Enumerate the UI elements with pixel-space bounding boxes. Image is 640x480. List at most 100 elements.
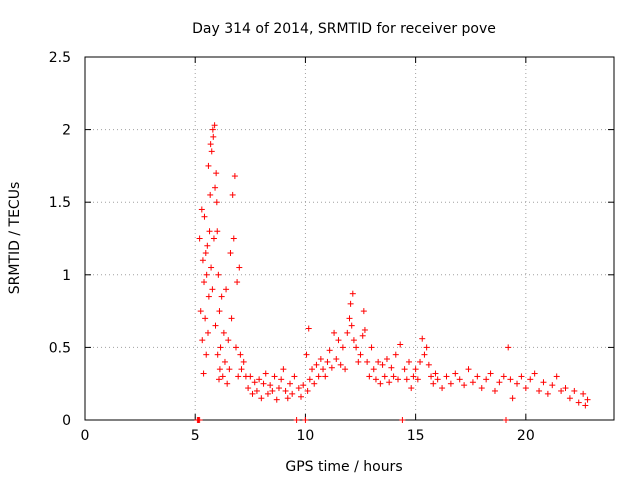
y-tick-label-2: 1 [62,268,71,284]
data-point [225,337,232,344]
data-point [210,133,217,140]
data-point [355,358,362,365]
data-point [218,293,225,300]
data-point [364,358,371,365]
data-point [245,385,252,392]
data-point [237,351,244,358]
data-point [249,390,256,397]
data-point [212,322,219,329]
data-point [199,257,206,264]
data-point [469,379,476,386]
x-tick-label-2: 10 [297,428,315,444]
data-point [256,376,263,383]
data-point [286,380,293,387]
axis-ticks: 0 5 10 15 20 0 0.5 1 1.5 2 2.5 [49,50,614,444]
data-point [196,417,203,423]
data-point [213,170,220,177]
data-point [408,385,415,392]
data-point [421,351,428,358]
data-point [406,358,413,365]
data-point [247,373,254,380]
data-point [372,376,379,383]
data-point [203,351,210,358]
data-point [326,347,333,354]
data-point [258,395,265,402]
data-point [425,361,432,368]
data-point [390,373,397,380]
x-axis-label: GPS time / hours [285,459,402,475]
data-point [397,341,404,348]
data-point [232,344,239,351]
data-point [207,141,214,148]
data-point [306,376,313,383]
data-point [271,373,278,380]
data-point [230,235,237,242]
data-point [284,395,291,402]
data-point [251,379,258,386]
data-point [496,379,503,386]
data-point [348,322,355,329]
data-point [361,326,368,333]
data-point [549,382,556,389]
data-point [370,366,377,373]
data-point [333,356,340,363]
data-point [536,387,543,394]
data-point [360,308,367,315]
data-point [322,373,329,380]
data-point [531,370,538,377]
data-point [381,373,388,380]
data-point [304,387,311,394]
data-point [571,387,578,394]
data-point [202,250,209,257]
data-point [474,373,481,380]
data-point [253,387,260,394]
data-point [368,344,375,351]
data-point [305,325,312,332]
data-point [311,380,318,387]
data-point [339,344,346,351]
y-tick-label-4: 2 [62,123,71,139]
data-point [298,393,305,400]
data-point [291,373,298,380]
data-point [280,366,287,373]
data-point [198,206,205,213]
data-point [328,364,335,371]
data-point [346,315,353,322]
data-point [428,373,435,380]
data-point [456,376,463,383]
grid-lines [85,57,614,420]
data-point [452,370,459,377]
plot-frame [84,56,615,421]
data-point [505,344,512,351]
data-point [317,356,324,363]
data-point [201,279,208,286]
x-tick-label-0: 0 [81,428,90,444]
data-point [566,395,573,402]
y-tick-label-0: 0 [62,413,71,429]
data-point [349,290,356,297]
data-point [231,173,238,180]
data-point [350,337,357,344]
data-point [582,402,589,409]
data-point [353,344,360,351]
data-point [217,344,224,351]
data-point [224,380,231,387]
x-tick-label-3: 15 [407,428,425,444]
data-point [514,380,521,387]
data-point [465,366,472,373]
data-point [196,235,203,242]
data-point [410,373,417,380]
data-point [208,148,215,155]
data-point [212,184,219,191]
x-tick-label-4: 20 [517,428,535,444]
data-point [240,358,247,365]
y-tick-label-5: 2.5 [49,50,71,66]
data-point [227,250,234,257]
data-point [216,376,223,383]
data-point [403,376,410,383]
data-point [580,390,587,397]
data-point [540,379,547,386]
y-axis-label: SRMTID / TECUs [7,182,23,295]
data-point [203,271,210,278]
data-point [275,385,282,392]
